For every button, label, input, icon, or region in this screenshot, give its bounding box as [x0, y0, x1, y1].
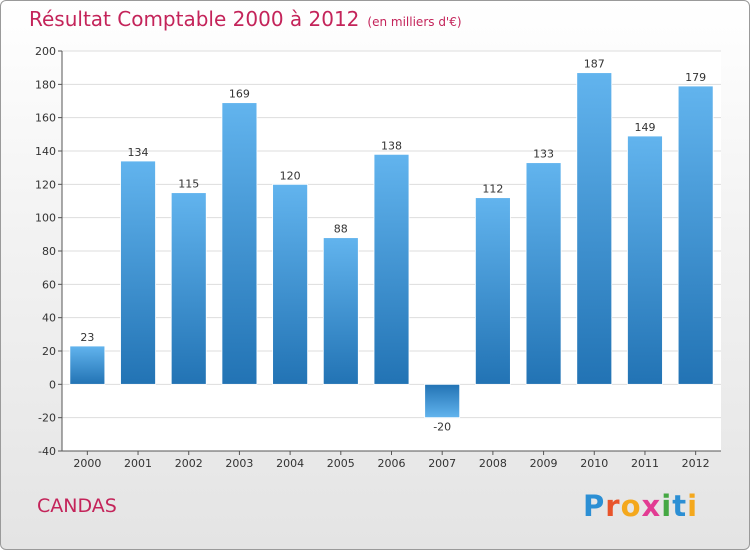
bar: [525, 162, 562, 385]
x-tick-label: 2011: [631, 457, 659, 470]
bar-value-label: 134: [128, 146, 149, 159]
x-tick-label: 2010: [580, 457, 608, 470]
y-tick-label: 40: [42, 312, 56, 325]
bar-value-label: 133: [533, 148, 554, 161]
bar-value-label: 23: [80, 331, 94, 344]
bar: [170, 192, 207, 385]
logo-letter: i: [661, 489, 673, 523]
bar: [272, 183, 309, 385]
bar-value-label: 179: [685, 71, 706, 84]
bar-value-label: 112: [482, 183, 503, 196]
bar-value-label: 115: [178, 178, 199, 191]
logo-letter: o: [620, 489, 642, 523]
x-tick-label: 2008: [479, 457, 507, 470]
logo-letter: r: [605, 489, 621, 523]
y-tick-label: -20: [38, 412, 56, 425]
bar-value-label: 88: [334, 223, 348, 236]
x-tick-label: 2002: [175, 457, 203, 470]
logo-letter: t: [672, 489, 688, 523]
x-tick-label: 2001: [124, 457, 152, 470]
chart-title-text: Résultat Comptable 2000 à 2012: [29, 7, 360, 31]
y-tick-label: 20: [42, 345, 56, 358]
bar-value-label: 120: [280, 169, 301, 182]
bar: [69, 345, 106, 385]
y-tick-label: 60: [42, 278, 56, 291]
y-tick-label: 0: [49, 378, 56, 391]
bar: [373, 153, 410, 385]
x-tick-label: 2009: [530, 457, 558, 470]
bar: [322, 237, 359, 385]
x-tick-label: 2005: [327, 457, 355, 470]
proxiti-logo: Proxiti: [583, 489, 698, 523]
bar: [576, 72, 613, 385]
bar-value-label: 169: [229, 88, 250, 101]
logo-letter: P: [583, 489, 606, 523]
chart-unit: (en milliers d'€): [367, 15, 462, 29]
bar: [424, 383, 461, 419]
y-tick-label: 100: [35, 212, 56, 225]
bar-value-label: 149: [634, 121, 655, 134]
y-tick-label: 140: [35, 145, 56, 158]
y-tick-label: 120: [35, 178, 56, 191]
logo-letter: i: [687, 489, 699, 523]
x-tick-label: 2004: [276, 457, 304, 470]
y-tick-label: 160: [35, 112, 56, 125]
x-tick-label: 2000: [73, 457, 101, 470]
x-tick-label: 2012: [682, 457, 710, 470]
bar-value-label: -20: [433, 421, 451, 434]
y-tick-label: 80: [42, 245, 56, 258]
bar-value-label: 187: [584, 58, 605, 71]
y-tick-label: -40: [38, 445, 56, 458]
commune-name: CANDAS: [37, 495, 117, 517]
y-tick-label: 180: [35, 78, 56, 91]
logo-letter: x: [641, 489, 662, 523]
chart-title: Résultat Comptable 2000 à 2012 (en millie…: [29, 7, 462, 31]
y-tick-label: 200: [35, 45, 56, 58]
bar: [474, 197, 511, 385]
bar: [120, 160, 156, 385]
bar-value-label: 138: [381, 139, 402, 152]
x-tick-label: 2007: [428, 457, 456, 470]
x-tick-label: 2006: [378, 457, 406, 470]
x-tick-label: 2003: [225, 457, 253, 470]
bar: [221, 102, 258, 385]
bar: [627, 135, 663, 385]
bar: [677, 85, 714, 385]
